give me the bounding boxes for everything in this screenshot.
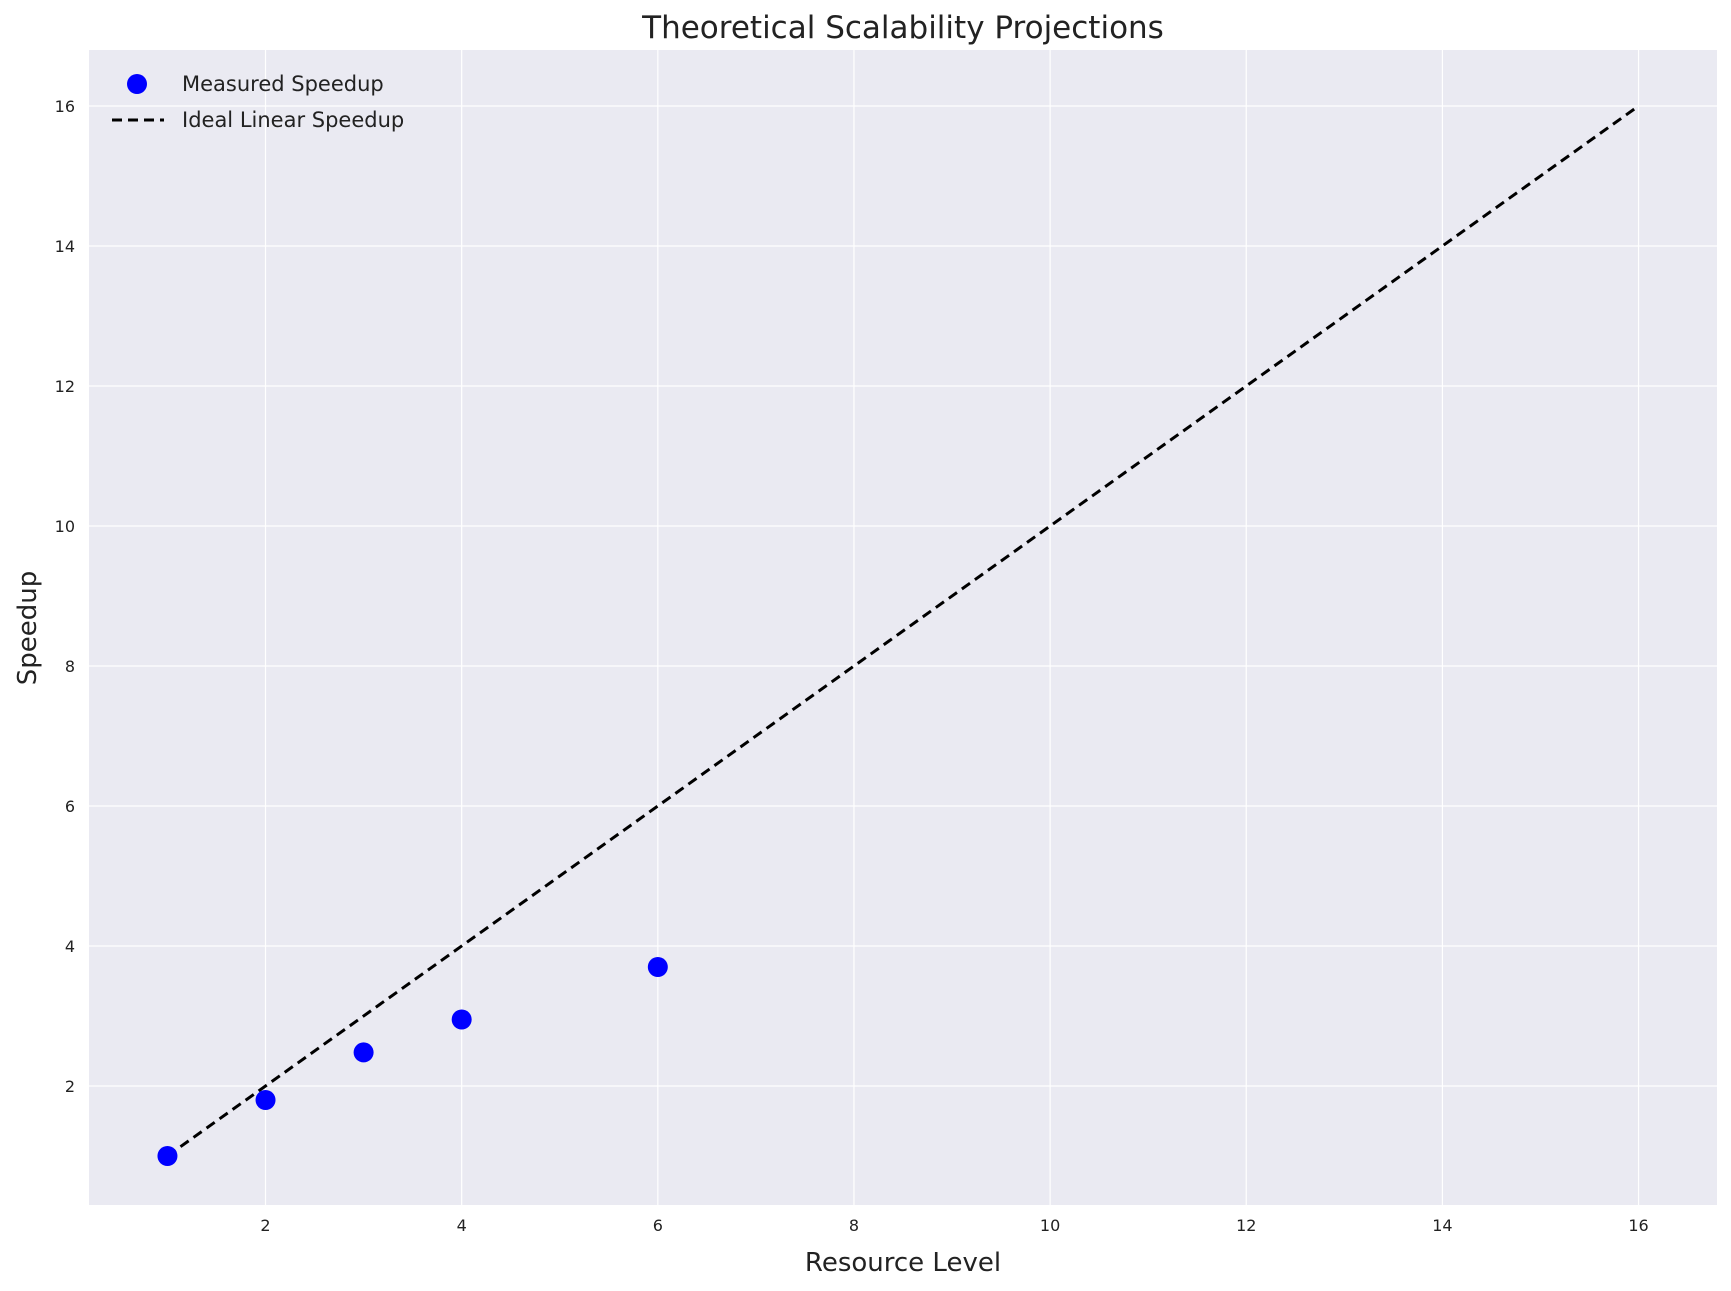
grid-lines (89, 50, 1717, 1205)
ideal-linear-speedup-line (166, 104, 1640, 1158)
x-tick-label: 10 (1040, 1216, 1060, 1235)
measured-points-layer (157, 957, 668, 1166)
x-tick-label: 4 (457, 1216, 467, 1235)
y-tick-label: 10 (55, 517, 75, 536)
ideal-line-layer (166, 104, 1640, 1158)
measured-speedup-point (647, 957, 668, 977)
x-axis-label: Resource Level (805, 1248, 1001, 1278)
y-axis-label: Speedup (13, 571, 43, 686)
y-tick-label: 12 (55, 377, 75, 396)
x-tick-label: 2 (260, 1216, 270, 1235)
y-tick-label: 4 (65, 937, 75, 956)
y-tick-label: 16 (55, 97, 75, 116)
measured-speedup-point (157, 1146, 178, 1166)
x-tick-labels: 2 4 6 8 10 12 14 16 (260, 1216, 1648, 1235)
y-tick-label: 14 (55, 237, 75, 256)
y-tick-labels: 2 4 6 8 10 12 14 16 (55, 97, 75, 1096)
legend: Measured Speedup Ideal Linear Speedup (112, 72, 404, 132)
y-tick-label: 2 (65, 1077, 75, 1096)
measured-speedup-point (353, 1042, 374, 1063)
legend-label-ideal: Ideal Linear Speedup (182, 108, 404, 132)
x-tick-label: 14 (1432, 1216, 1452, 1235)
x-tick-label: 6 (653, 1216, 663, 1235)
measured-speedup-point (451, 1009, 472, 1030)
y-tick-label: 6 (65, 797, 75, 816)
chart-title: Theoretical Scalability Projections (641, 10, 1164, 46)
x-tick-label: 12 (1236, 1216, 1256, 1235)
measured-speedup-point (255, 1090, 276, 1110)
y-tick-label: 8 (65, 657, 75, 676)
legend-label-measured: Measured Speedup (182, 72, 384, 96)
x-tick-label: 8 (849, 1216, 859, 1235)
x-tick-label: 16 (1628, 1216, 1648, 1235)
legend-marker-measured (127, 74, 147, 94)
